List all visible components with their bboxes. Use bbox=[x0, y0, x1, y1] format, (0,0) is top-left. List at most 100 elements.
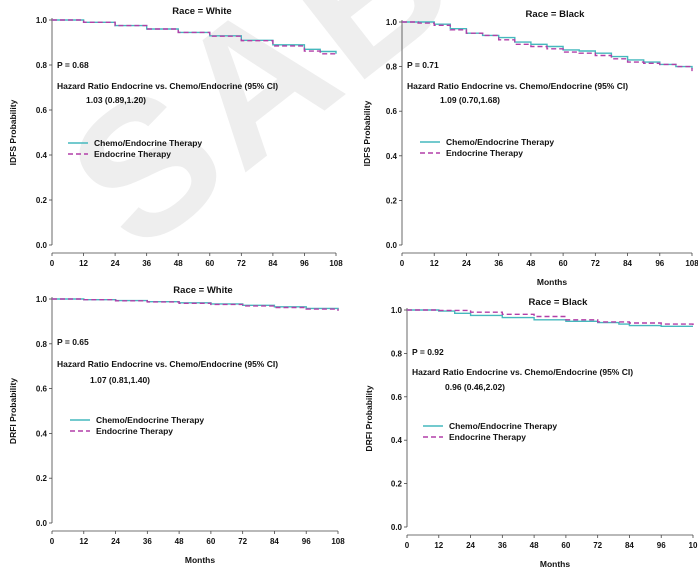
y-tick-label: 1.0 bbox=[386, 18, 398, 27]
y-tick-label: 0.2 bbox=[386, 196, 398, 205]
hazard-ratio-label: Hazard Ratio Endocrine vs. Chemo/Endocri… bbox=[407, 81, 628, 91]
y-tick-label: 0.2 bbox=[391, 480, 403, 489]
x-tick-label: 10 bbox=[689, 541, 698, 550]
y-tick-label: 0.6 bbox=[391, 393, 403, 402]
hazard-ratio-label: Hazard Ratio Endocrine vs. Chemo/Endocri… bbox=[57, 359, 278, 369]
km-panel-p1: Race = White 0.0 0.2 0.4 0.6 0.8 1.0 0 12 24 36 48 6… bbox=[8, 6, 343, 268]
km-panel-p3: Race = White 0.0 0.2 0.4 0.6 0.8 1.0 0 12 24 36 48 6… bbox=[8, 285, 345, 565]
x-tick-label: 60 bbox=[205, 259, 214, 268]
series-line-endocrine bbox=[52, 298, 339, 311]
legend-entry: Endocrine Therapy bbox=[449, 432, 526, 442]
x-tick-label: 60 bbox=[559, 259, 568, 268]
panel-title: Race = White bbox=[173, 285, 232, 296]
x-tick-label: 96 bbox=[657, 541, 666, 550]
y-tick-label: 0.0 bbox=[36, 519, 48, 528]
legend-entry: Chemo/Endocrine Therapy bbox=[94, 138, 202, 148]
x-tick-label: 0 bbox=[50, 537, 55, 546]
x-tick-label: 24 bbox=[111, 537, 120, 546]
x-tick-label: 72 bbox=[238, 537, 247, 546]
km-panel-p4: Race = Black 0.0 0.2 0.4 0.6 0.8 1.0 0 12 24 36 48 6… bbox=[364, 297, 698, 569]
hazard-ratio-value: 1.03 (0.89,1.20) bbox=[86, 95, 146, 105]
legend-entry: Endocrine Therapy bbox=[94, 149, 171, 159]
panel-title: Race = Black bbox=[529, 297, 589, 308]
y-tick-label: 1.0 bbox=[36, 16, 48, 25]
p-value-annotation: P = 0.65 bbox=[57, 337, 89, 347]
x-tick-label: 108 bbox=[329, 259, 343, 268]
y-tick-label: 0.0 bbox=[391, 523, 403, 532]
y-tick-label: 0.8 bbox=[391, 349, 403, 358]
x-tick-label: 36 bbox=[494, 259, 503, 268]
x-tick-label: 0 bbox=[400, 259, 405, 268]
legend-entry: Endocrine Therapy bbox=[96, 426, 173, 436]
x-axis-label: Months bbox=[540, 559, 570, 569]
legend-entry: Chemo/Endocrine Therapy bbox=[446, 137, 554, 147]
x-tick-label: 48 bbox=[175, 537, 184, 546]
series-line-chemo-endocrine bbox=[52, 298, 339, 311]
x-tick-label: 12 bbox=[79, 537, 88, 546]
y-tick-label: 0.6 bbox=[36, 385, 48, 394]
hazard-ratio-value: 1.07 (0.81,1.40) bbox=[90, 375, 150, 385]
x-tick-label: 72 bbox=[593, 541, 602, 550]
x-tick-label: 48 bbox=[526, 259, 535, 268]
y-tick-label: 0.4 bbox=[36, 429, 48, 438]
y-tick-label: 0.8 bbox=[36, 61, 48, 70]
x-tick-label: 108 bbox=[331, 537, 345, 546]
y-tick-label: 1.0 bbox=[36, 295, 48, 304]
y-tick-label: 0.0 bbox=[36, 241, 48, 250]
series-line-endocrine bbox=[407, 309, 694, 326]
x-tick-label: 60 bbox=[206, 537, 215, 546]
x-tick-label: 60 bbox=[561, 541, 570, 550]
x-tick-label: 24 bbox=[462, 259, 471, 268]
legend-entry: Chemo/Endocrine Therapy bbox=[449, 421, 557, 431]
series-line-endocrine bbox=[402, 21, 693, 72]
y-tick-label: 0.4 bbox=[386, 152, 398, 161]
x-tick-label: 96 bbox=[302, 537, 311, 546]
y-tick-label: 1.0 bbox=[391, 306, 403, 315]
km-panel-p2: Race = Black 0.0 0.2 0.4 0.6 0.8 1.0 0 12 24 36 48 6… bbox=[362, 9, 698, 287]
x-tick-label: 96 bbox=[655, 259, 664, 268]
panel-title: Race = Black bbox=[526, 9, 586, 20]
x-tick-label: 72 bbox=[591, 259, 600, 268]
x-axis-label: Months bbox=[537, 277, 567, 287]
y-axis-label: IDFS Probability bbox=[362, 100, 372, 166]
x-tick-label: 0 bbox=[50, 259, 55, 268]
x-axis-label: Months bbox=[185, 555, 215, 565]
p-value-annotation: P = 0.68 bbox=[57, 60, 89, 70]
x-tick-label: 12 bbox=[430, 259, 439, 268]
x-tick-label: 84 bbox=[623, 259, 632, 268]
series-line-endocrine bbox=[52, 19, 337, 56]
series-line-chemo-endocrine bbox=[407, 309, 693, 327]
y-tick-label: 0.8 bbox=[386, 63, 398, 72]
p-value-annotation: P = 0.71 bbox=[407, 60, 439, 70]
x-tick-label: 36 bbox=[142, 259, 151, 268]
x-tick-label: 48 bbox=[174, 259, 183, 268]
x-tick-label: 96 bbox=[300, 259, 309, 268]
x-tick-label: 36 bbox=[498, 541, 507, 550]
panel-title: Race = White bbox=[172, 6, 231, 17]
y-tick-label: 0.6 bbox=[386, 107, 398, 116]
hazard-ratio-value: 0.96 (0.46,2.02) bbox=[445, 382, 505, 392]
y-axis-label: DRFI Probability bbox=[8, 378, 18, 444]
legend-entry: Endocrine Therapy bbox=[446, 148, 523, 158]
x-tick-label: 12 bbox=[79, 259, 88, 268]
x-tick-label: 108 bbox=[685, 259, 698, 268]
x-tick-label: 12 bbox=[434, 541, 443, 550]
y-tick-label: 0.2 bbox=[36, 196, 48, 205]
series-line-chemo-endocrine bbox=[402, 21, 693, 69]
x-tick-label: 36 bbox=[143, 537, 152, 546]
hazard-ratio-label: Hazard Ratio Endocrine vs. Chemo/Endocri… bbox=[57, 81, 278, 91]
y-tick-label: 0.8 bbox=[36, 340, 48, 349]
hazard-ratio-value: 1.09 (0.70,1.68) bbox=[440, 95, 500, 105]
x-tick-label: 72 bbox=[237, 259, 246, 268]
hazard-ratio-label: Hazard Ratio Endocrine vs. Chemo/Endocri… bbox=[412, 367, 633, 377]
x-tick-label: 0 bbox=[405, 541, 410, 550]
y-tick-label: 0.4 bbox=[391, 436, 403, 445]
y-tick-label: 0.4 bbox=[36, 151, 48, 160]
x-tick-label: 84 bbox=[270, 537, 279, 546]
p-value-annotation: P = 0.92 bbox=[412, 347, 444, 357]
legend-entry: Chemo/Endocrine Therapy bbox=[96, 415, 204, 425]
x-tick-label: 84 bbox=[268, 259, 277, 268]
y-axis-label: DRFI Probability bbox=[364, 385, 374, 451]
y-tick-label: 0.6 bbox=[36, 106, 48, 115]
